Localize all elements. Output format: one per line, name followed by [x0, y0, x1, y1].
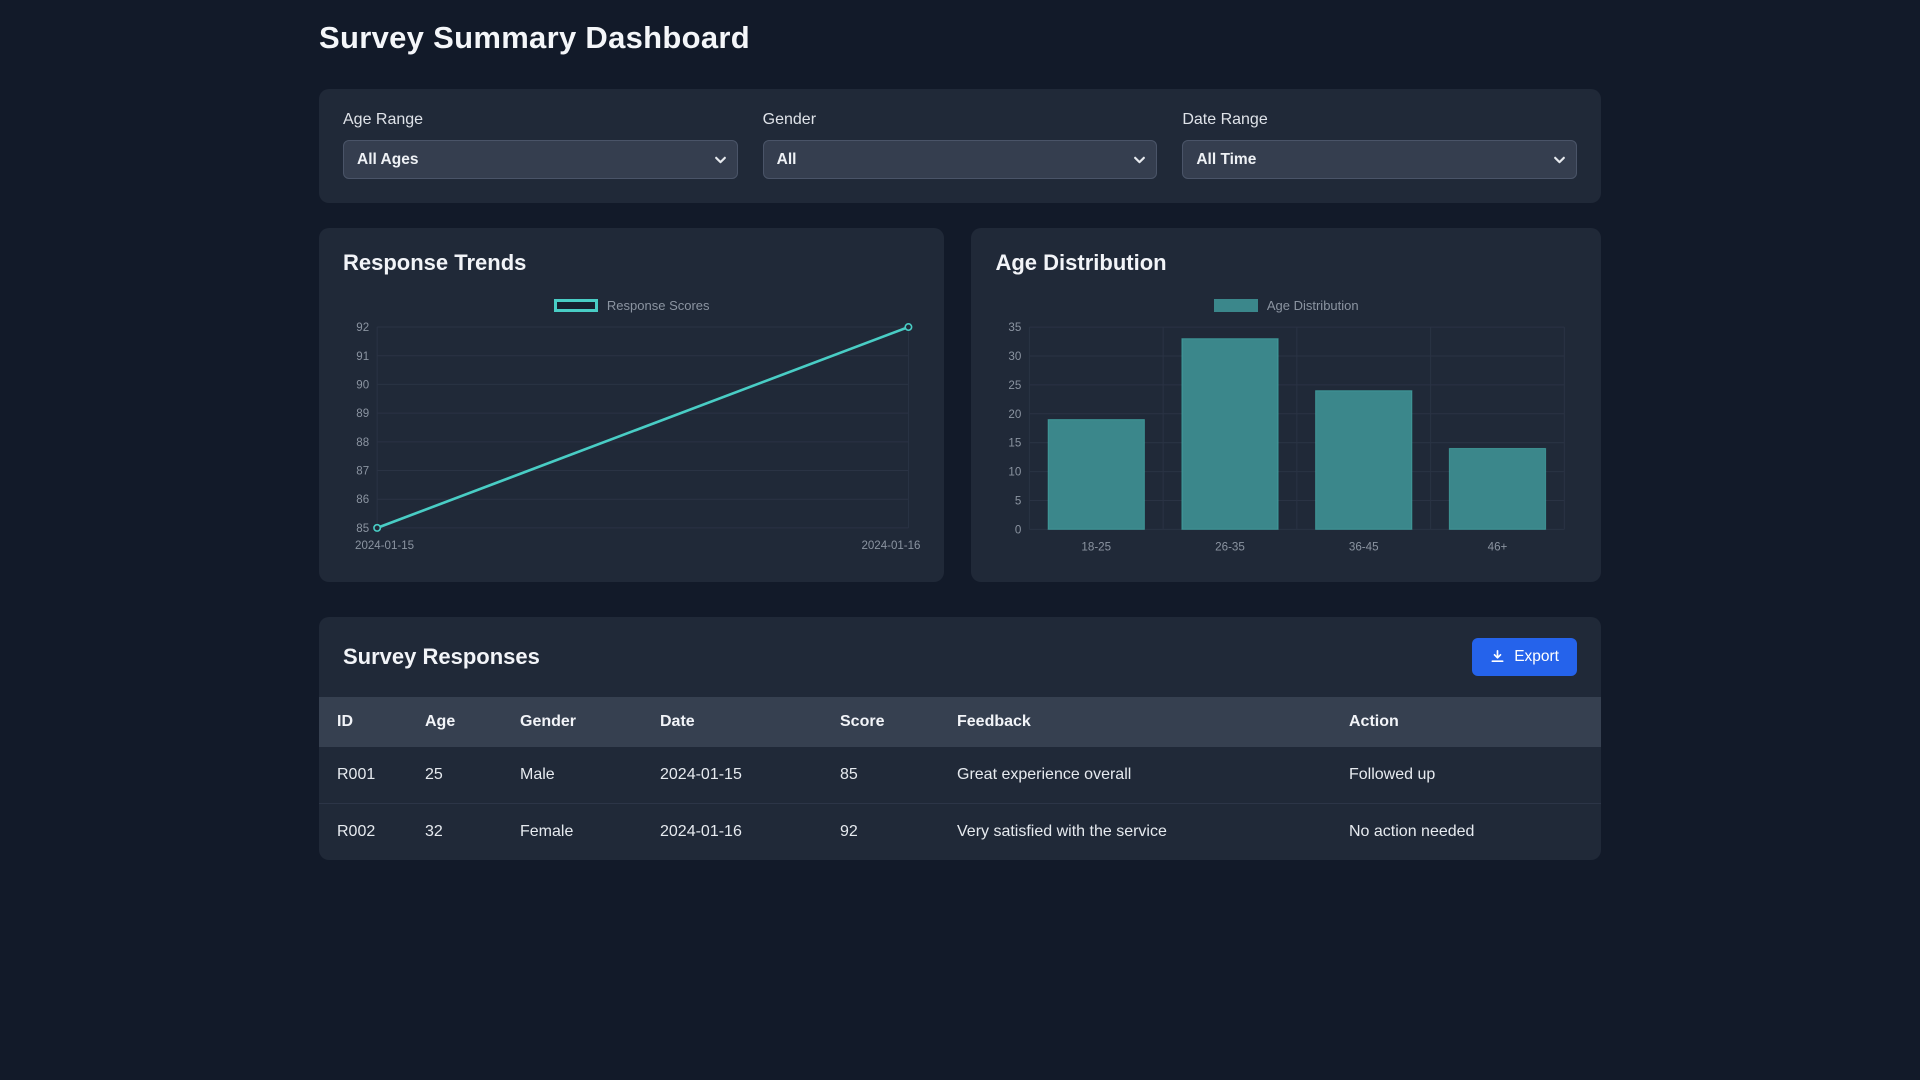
svg-text:91: 91 [356, 351, 369, 363]
age-distribution-title: Age Distribution [995, 250, 1167, 275]
age-distribution-card: Age Distribution Age Distribution 0 5 10 15… [971, 228, 1601, 582]
filter-panel: Age Range All Ages Gender All [319, 89, 1601, 203]
svg-text:36-45: 36-45 [1349, 541, 1379, 554]
age-distribution-legend: Age Distribution [995, 298, 1577, 313]
survey-responses-title: Survey Responses [343, 643, 540, 669]
svg-text:30: 30 [1009, 350, 1022, 363]
date-range-label: Date Range [1182, 111, 1268, 128]
svg-text:18-25: 18-25 [1082, 541, 1112, 554]
response-trends-card: Response Trends Response Scores 85 86 87 88… [319, 228, 945, 582]
dashboard-page: Survey Summary Dashboard Age Range All A… [319, 0, 1601, 860]
svg-text:46+: 46+ [1488, 541, 1508, 554]
response-trends-title: Response Trends [343, 250, 527, 275]
svg-text:89: 89 [356, 408, 369, 420]
age-range-label: Age Range [343, 111, 424, 128]
column-header-score: Score [840, 696, 957, 747]
svg-text:10: 10 [1009, 466, 1022, 479]
column-header-age: Age [425, 696, 520, 747]
table-row: R001 25 Male 2024-01-15 85 Great experience o… [319, 747, 1601, 804]
table-header-row: ID Age Gender Date Score Feedback Action [319, 696, 1601, 747]
table-cell: 2024-01-16 [660, 802, 840, 860]
table-cell: 25 [425, 765, 443, 783]
bar-legend-swatch-icon [1213, 299, 1258, 312]
export-button-label: Export [1514, 647, 1559, 665]
legend-label: Response Scores [606, 298, 710, 313]
filter-age-range: Age Range All Ages [343, 111, 738, 179]
svg-text:85: 85 [356, 523, 369, 535]
svg-text:26-35: 26-35 [1216, 541, 1246, 554]
response-trends-line-chart: 85 86 87 88 89 90 91 92 2024-01-15 2024-01-16 [355, 322, 920, 552]
filter-date-range: Date Range All Time [1182, 111, 1577, 179]
table-cell: 32 [425, 802, 520, 860]
gender-label: Gender [762, 111, 817, 128]
table-cell: 92 [840, 802, 957, 860]
svg-text:87: 87 [356, 466, 369, 478]
survey-responses-card: Survey Responses Export ID Age Gender Da… [319, 616, 1601, 860]
table-cell: 85 [840, 765, 858, 783]
table-cell: Female [520, 802, 660, 860]
survey-responses-table: ID Age Gender Date Score Feedback Action… [319, 696, 1601, 860]
age-range-select[interactable]: All Ages [343, 140, 738, 179]
svg-text:86: 86 [356, 494, 369, 506]
column-header-feedback: Feedback [957, 696, 1349, 747]
legend-label: Age Distribution [1266, 298, 1359, 313]
svg-text:2024-01-15: 2024-01-15 [355, 540, 414, 552]
charts-row: Response Trends Response Scores 85 86 87 88… [319, 228, 1601, 582]
column-header-id: ID [319, 696, 425, 747]
response-trends-legend: Response Scores [343, 298, 920, 313]
gender-select[interactable]: All [762, 140, 1158, 179]
table-cell: Very satisfied with the service [957, 802, 1349, 860]
column-header-date: Date [660, 696, 840, 747]
table-cell: Great experience overall [957, 765, 1132, 783]
date-range-select[interactable]: All Time [1182, 140, 1577, 179]
column-header-action: Action [1349, 696, 1601, 747]
svg-text:92: 92 [356, 322, 369, 334]
age-distribution-bar-chart: 0 5 10 15 20 25 30 35 18-25 26-35 36-45 46+ [1009, 321, 1566, 554]
table-cell: No action needed [1349, 802, 1601, 860]
line-legend-swatch-icon [553, 299, 598, 312]
table-cell: 2024-01-15 [660, 765, 742, 783]
download-icon [1490, 649, 1505, 664]
svg-text:2024-01-16: 2024-01-16 [861, 540, 920, 552]
column-header-gender: Gender [520, 696, 660, 747]
table-cell: R002 [319, 802, 425, 860]
table-cell: Male [520, 765, 555, 783]
table-cell: Followed up [1349, 765, 1436, 783]
svg-text:90: 90 [356, 379, 369, 391]
svg-text:25: 25 [1009, 379, 1022, 392]
filter-gender: Gender All [762, 111, 1158, 179]
table-row: R002 32 Female 2024-01-16 92 Very satisfied w… [319, 802, 1601, 860]
svg-text:15: 15 [1009, 437, 1022, 450]
table-cell: R001 [337, 765, 376, 783]
svg-text:88: 88 [356, 437, 369, 449]
page-title: Survey Summary Dashboard [319, 20, 751, 55]
export-button[interactable]: Export [1472, 637, 1577, 676]
svg-text:0: 0 [1015, 523, 1021, 536]
svg-text:5: 5 [1015, 495, 1021, 508]
svg-text:35: 35 [1009, 321, 1022, 334]
svg-text:20: 20 [1009, 408, 1022, 421]
